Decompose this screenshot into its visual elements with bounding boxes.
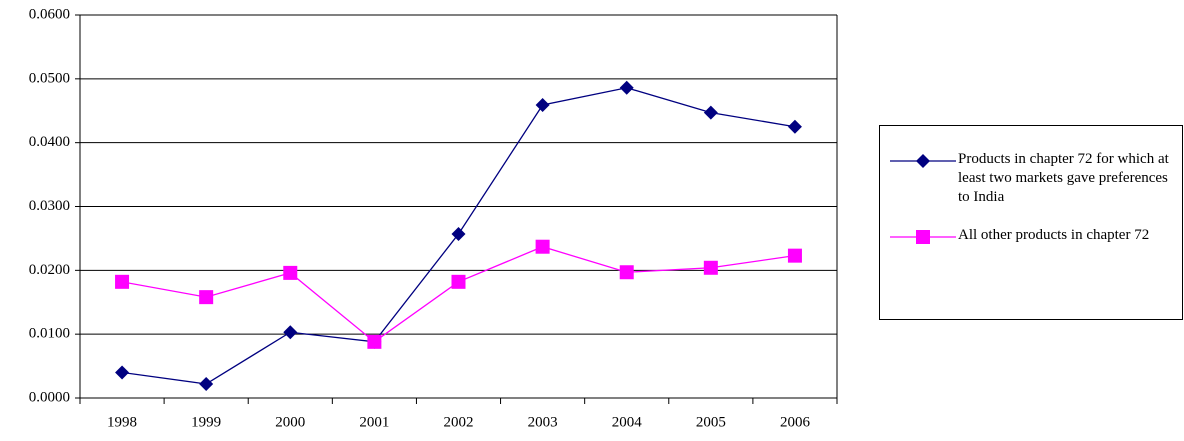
data-point [115, 274, 130, 289]
legend-marker [916, 154, 930, 168]
data-point [703, 105, 718, 120]
data-point [703, 260, 718, 275]
x-tick-label: 2004 [612, 414, 643, 430]
data-point [199, 290, 214, 305]
data-point [115, 365, 130, 380]
x-tick-label: 1999 [191, 414, 221, 430]
y-tick-label: 0.0500 [29, 70, 70, 86]
y-tick-label: 0.0300 [29, 198, 70, 214]
x-tick-label: 2002 [444, 414, 474, 430]
data-point [619, 80, 634, 95]
data-point [451, 226, 466, 241]
data-point [283, 325, 298, 340]
x-tick-label: 2006 [780, 414, 811, 430]
legend-label: All other products in chapter 72 [958, 227, 1150, 243]
data-point [619, 265, 634, 280]
legend-swatch [890, 154, 956, 168]
data-point [787, 248, 802, 263]
legend: Products in chapter 72 for which at leas… [879, 125, 1183, 320]
data-point [283, 265, 298, 280]
x-tick-label: 2005 [696, 414, 726, 430]
y-tick-label: 0.0400 [29, 134, 70, 150]
x-tick-label: 2001 [359, 414, 389, 430]
chart: 0.0000 0.0100 0.0200 0.0300 0.0400 0.0500 0.06… [29, 6, 838, 430]
y-tick-label: 0.0100 [29, 326, 70, 342]
data-point [535, 98, 550, 113]
x-tick-label: 2000 [275, 414, 305, 430]
data-point [199, 376, 214, 391]
y-tick-label: 0.0600 [29, 6, 70, 22]
legend-label: Products in chapter 72 for which at leas… [958, 151, 1169, 205]
y-tick-label: 0.0000 [29, 389, 70, 405]
series-line [121, 246, 796, 343]
y-tick-label: 0.0200 [29, 262, 70, 278]
data-point [367, 334, 382, 349]
data-point [451, 274, 466, 289]
data-point [787, 119, 802, 134]
x-tick-label: 1998 [107, 414, 137, 430]
legend-marker [916, 230, 930, 244]
data-point [535, 239, 550, 254]
x-tick-label: 2003 [528, 414, 558, 430]
legend-swatch [890, 230, 956, 244]
